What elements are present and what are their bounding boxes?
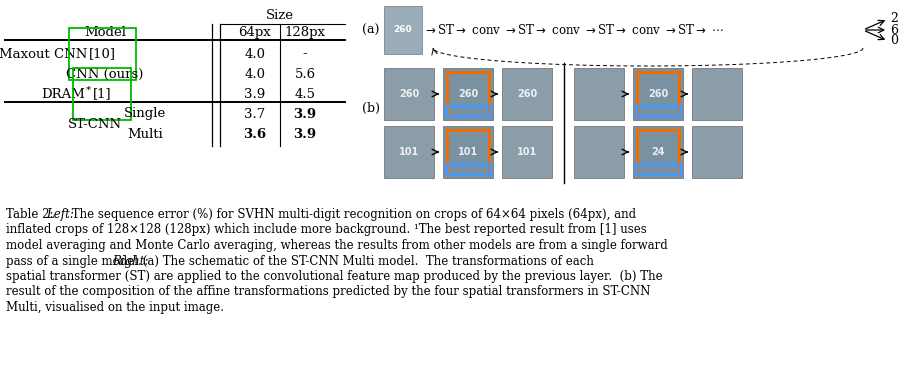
Text: model averaging and Monte Carlo averaging, whereas the results from other models: model averaging and Monte Carlo averagin… <box>6 239 667 252</box>
Text: (a): (a) <box>362 24 379 36</box>
Text: 6: 6 <box>889 24 897 36</box>
Text: Right:: Right: <box>112 255 148 267</box>
Bar <box>384 6 422 54</box>
Bar <box>635 106 680 116</box>
Text: 4.5: 4.5 <box>294 87 315 100</box>
Text: 0: 0 <box>889 34 897 48</box>
Bar <box>636 72 679 116</box>
Bar <box>573 68 623 120</box>
Text: Table 2:: Table 2: <box>6 208 57 221</box>
Text: 4.0: 4.0 <box>244 68 265 81</box>
Bar <box>445 164 489 174</box>
Text: 3.6: 3.6 <box>243 128 266 141</box>
Text: 260: 260 <box>398 89 419 99</box>
Text: Left:: Left: <box>46 208 74 221</box>
Text: DRAM: DRAM <box>41 87 85 100</box>
Text: $\rightarrow$ST$\rightarrow$ conv $\rightarrow$ST$\rightarrow$ conv $\rightarrow: $\rightarrow$ST$\rightarrow$ conv $\righ… <box>423 23 723 37</box>
Text: -: - <box>302 48 307 60</box>
Text: 101: 101 <box>517 147 537 157</box>
Text: 128px: 128px <box>284 26 325 39</box>
Text: (b): (b) <box>362 102 380 114</box>
Bar <box>501 68 551 120</box>
Bar <box>691 68 742 120</box>
Text: Maxout CNN: Maxout CNN <box>0 48 87 60</box>
Bar <box>446 72 488 116</box>
Text: 3.7: 3.7 <box>244 108 265 120</box>
Text: pass of a single model.: pass of a single model. <box>6 255 146 267</box>
Text: 64px: 64px <box>239 26 271 39</box>
Bar <box>443 126 493 178</box>
Bar <box>636 130 679 174</box>
Text: Multi, visualised on the input image.: Multi, visualised on the input image. <box>6 301 224 314</box>
Bar <box>632 126 682 178</box>
Bar <box>384 126 434 178</box>
Text: 101: 101 <box>457 147 477 157</box>
Text: 260: 260 <box>517 89 537 99</box>
Text: result of the composition of the affine transformations predicted by the four sp: result of the composition of the affine … <box>6 285 650 298</box>
Text: 260: 260 <box>457 89 477 99</box>
Text: Model: Model <box>84 26 126 39</box>
Text: inflated crops of 128×128 (128px) which include more background. ¹The best repor: inflated crops of 128×128 (128px) which … <box>6 224 646 237</box>
Text: *: * <box>86 86 91 94</box>
Text: spatial transformer (ST) are applied to the convolutional feature map produced b: spatial transformer (ST) are applied to … <box>6 270 662 283</box>
Text: 5.6: 5.6 <box>294 68 315 81</box>
Bar <box>446 130 488 174</box>
Text: ST-CNN: ST-CNN <box>67 117 122 130</box>
Bar <box>443 68 493 120</box>
Text: 260: 260 <box>647 89 668 99</box>
Text: 3.9: 3.9 <box>293 108 316 120</box>
Text: 24: 24 <box>650 147 664 157</box>
Text: [10]: [10] <box>89 48 116 60</box>
Text: 260: 260 <box>394 26 412 34</box>
Text: 2: 2 <box>889 12 897 26</box>
Text: Size: Size <box>266 9 293 22</box>
Bar <box>445 106 489 116</box>
Bar <box>632 68 682 120</box>
Text: 3.9: 3.9 <box>293 128 316 141</box>
Text: Single: Single <box>124 108 166 120</box>
Bar <box>636 72 679 116</box>
Bar <box>446 72 488 116</box>
Bar <box>691 126 742 178</box>
Text: The sequence error (%) for SVHN multi-digit recognition on crops of 64×64 pixels: The sequence error (%) for SVHN multi-di… <box>67 208 635 221</box>
Text: CNN (ours): CNN (ours) <box>67 68 144 81</box>
Bar <box>635 164 680 174</box>
Text: 101: 101 <box>398 147 419 157</box>
Text: 4.0: 4.0 <box>244 48 265 60</box>
Bar <box>636 130 679 174</box>
Bar <box>446 130 488 174</box>
Text: Multi: Multi <box>127 128 163 141</box>
Text: 3.9: 3.9 <box>244 87 265 100</box>
Text: [1]: [1] <box>93 87 111 100</box>
Bar <box>384 68 434 120</box>
Bar <box>501 126 551 178</box>
Text: (a) The schematic of the ST-CNN Multi model.  The transformations of each: (a) The schematic of the ST-CNN Multi mo… <box>138 255 593 267</box>
Bar <box>573 126 623 178</box>
